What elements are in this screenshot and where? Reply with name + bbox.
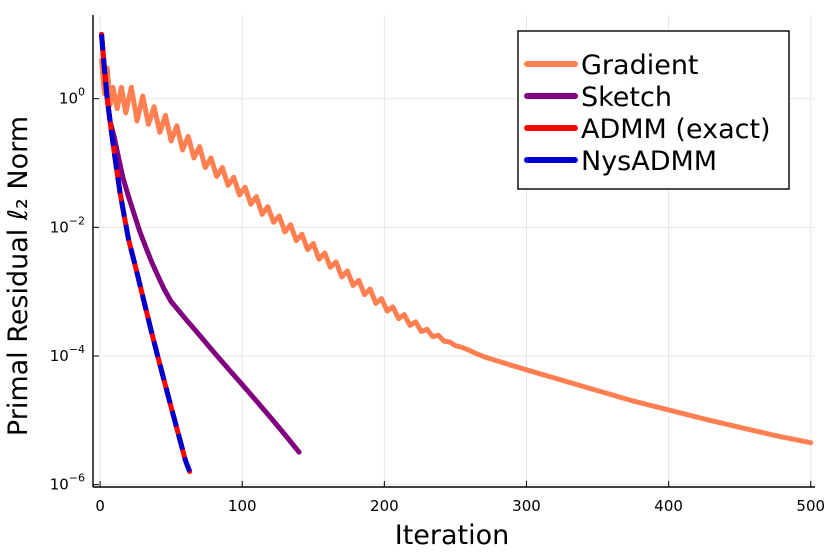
x-tick-label: 400 — [654, 497, 683, 515]
legend-label-sketch: Sketch — [581, 82, 672, 113]
legend-label-admm-exact: ADMM (exact) — [581, 114, 771, 145]
legend-label-gradient: Gradient — [581, 50, 699, 81]
tick-labels: 0 100 200 300 400 500 10−6 10−4 10−2 100 — [50, 86, 825, 515]
x-tick-label: 300 — [512, 497, 541, 515]
legend-label-nysadmm: NysADMM — [581, 146, 717, 177]
x-axis-label: Iteration — [395, 520, 510, 551]
x-tick-label: 500 — [796, 497, 825, 515]
y-tick-label: 10−4 — [50, 343, 85, 365]
y-tick-label: 100 — [59, 86, 85, 108]
y-tick-label: 10−2 — [50, 214, 85, 236]
x-tick-label: 200 — [370, 497, 399, 515]
x-tick-label: 0 — [95, 497, 105, 515]
y-axis-label: Primal Residual ℓ₂ Norm — [3, 116, 34, 436]
series-line-nysadmm — [99, 34, 192, 473]
series-line-gradient — [99, 57, 814, 446]
series-layer — [99, 31, 814, 475]
x-tick-label: 100 — [228, 497, 257, 515]
y-tick-label: 10−6 — [50, 472, 85, 494]
axes — [92, 15, 815, 488]
